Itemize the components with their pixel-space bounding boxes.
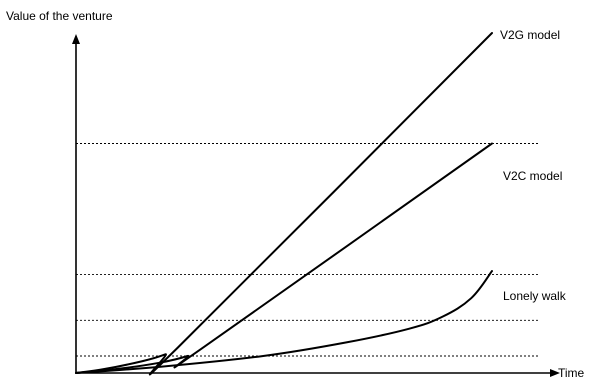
- series-group: [75, 32, 493, 376]
- series-label-lonely-walk: Lonely walk: [503, 289, 567, 303]
- series-line-lonely-walk: [75, 270, 493, 374]
- series-line-v2c-model: [75, 142, 493, 374]
- series-labels: V2G model V2C model Lonely walk: [500, 28, 567, 303]
- y-axis-arrow: [72, 34, 80, 44]
- series-label-v2c-model: V2C model: [503, 169, 562, 183]
- x-axis-arrow: [550, 369, 560, 377]
- series-label-v2g-model: V2G model: [500, 28, 560, 42]
- axes: [72, 34, 560, 377]
- reference-lines: [76, 143, 538, 357]
- series-line-v2g-model: [75, 32, 493, 376]
- x-axis-label: Time: [558, 366, 585, 380]
- y-axis-label: Value of the venture: [6, 9, 113, 23]
